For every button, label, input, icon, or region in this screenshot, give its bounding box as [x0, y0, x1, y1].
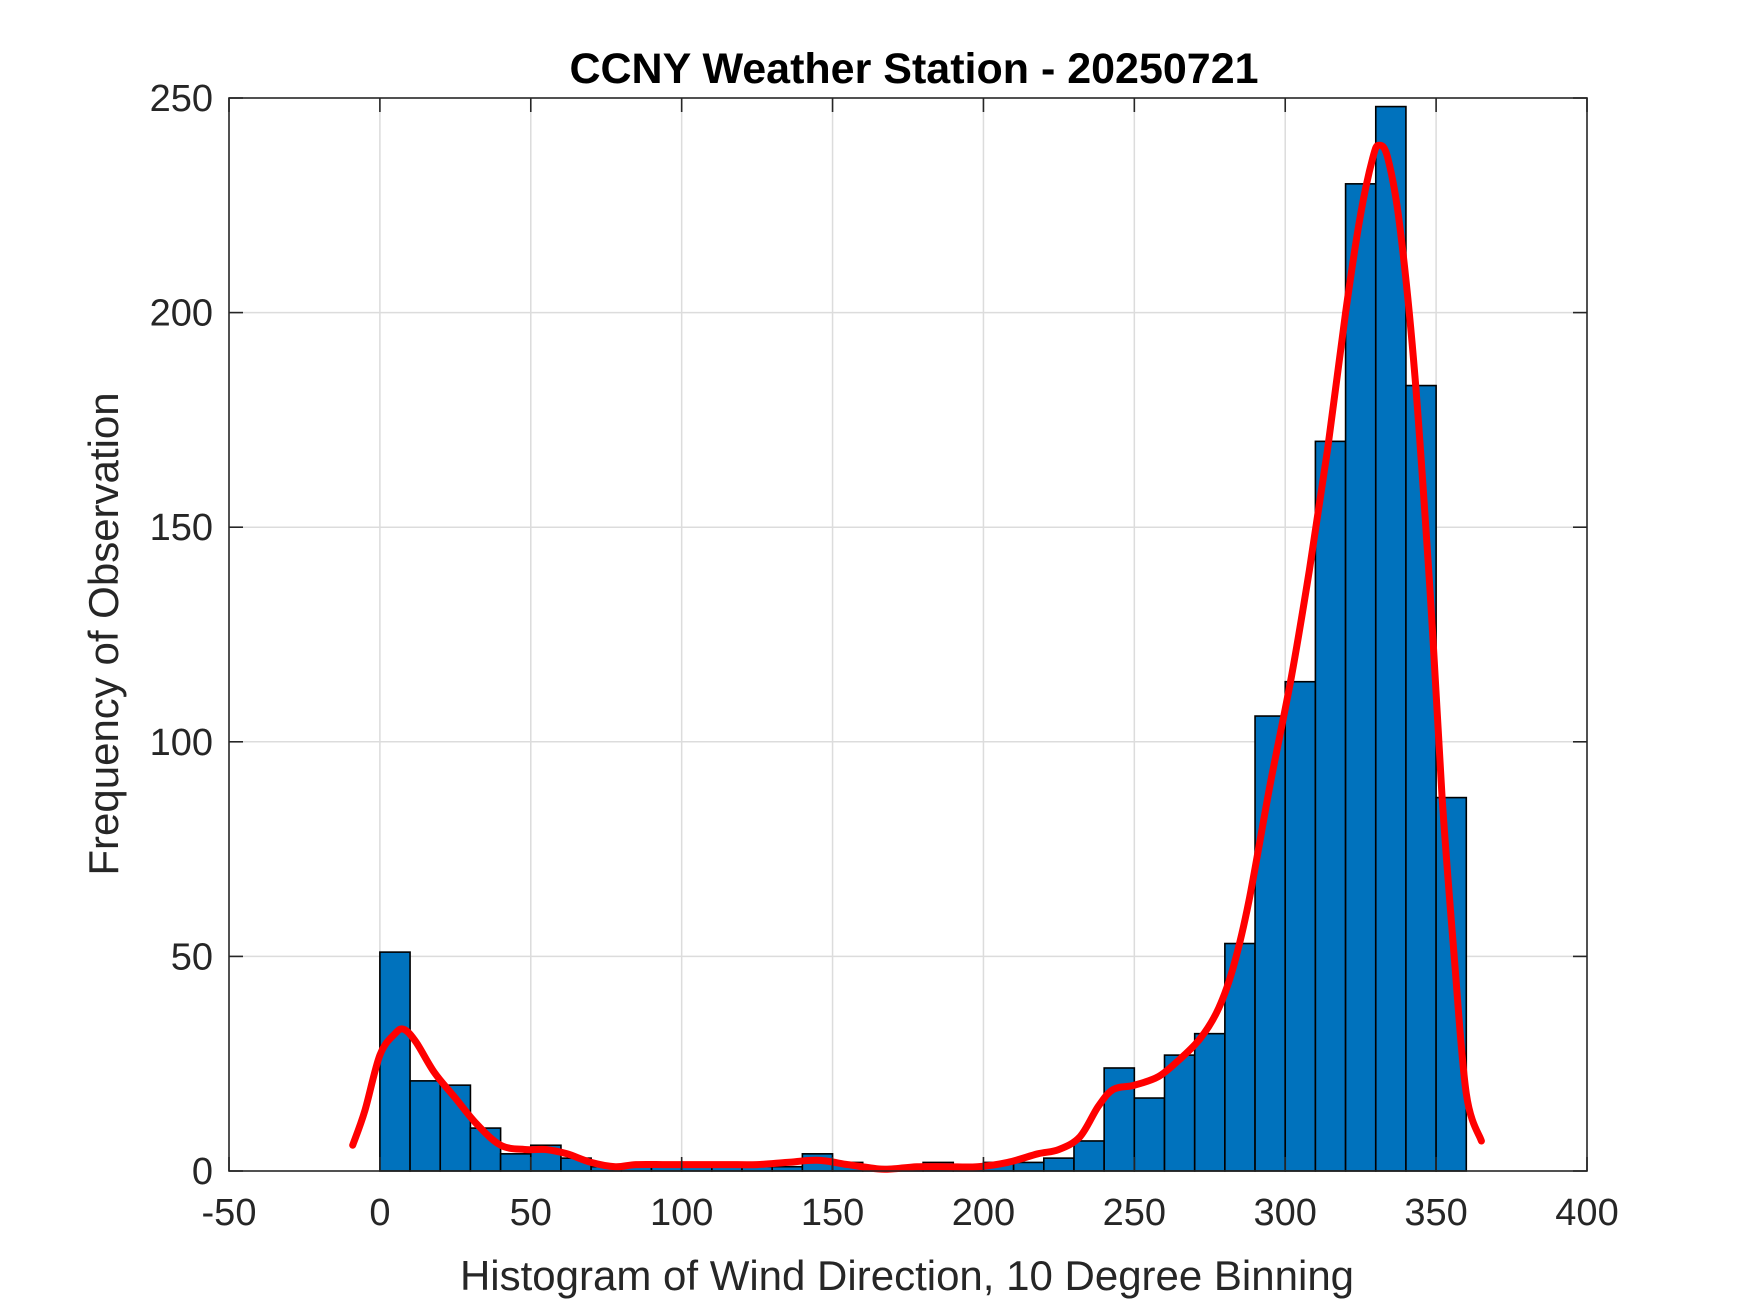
histogram-bar [379, 951, 411, 1172]
y-tick-label: 150 [150, 507, 213, 549]
x-tick-label: 350 [1404, 1192, 1467, 1234]
x-tick-labels: -50 0 50 100 150 200 250 300 350 400 [202, 1192, 1619, 1234]
histogram-bar [1314, 440, 1347, 1172]
histogram-bars [379, 105, 1468, 1172]
histogram-bar [1073, 1140, 1105, 1172]
y-tick-label: 200 [150, 293, 213, 335]
y-tick-label: 100 [150, 722, 213, 764]
x-tick-label: 50 [510, 1192, 552, 1234]
x-tick-label: 0 [369, 1192, 390, 1234]
y-tick-label: 50 [171, 936, 213, 978]
x-tick-label: 250 [1103, 1192, 1166, 1234]
y-tick-labels: 0 50 100 150 200 250 [150, 78, 213, 1193]
histogram-bar [1435, 796, 1468, 1172]
x-tick-label: 300 [1254, 1192, 1317, 1234]
histogram-bar [1193, 1032, 1226, 1172]
histogram-bar [1284, 680, 1317, 1172]
histogram-bar [1163, 1054, 1196, 1172]
histogram-bar [1043, 1157, 1075, 1172]
chart-title: CCNY Weather Station - 20250721 [569, 45, 1258, 93]
y-tick-label: 250 [150, 78, 213, 120]
fit-curve-layer [349, 141, 1485, 1173]
x-tick-label: 150 [801, 1192, 864, 1234]
histogram-bar [499, 1153, 532, 1172]
y-tick-label: 0 [192, 1151, 213, 1193]
axis-ticks [228, 97, 1588, 1172]
plot-frame [228, 97, 1588, 1172]
histogram-bar [1405, 384, 1437, 1172]
x-tick-label: -50 [202, 1192, 257, 1234]
histogram-bar [1344, 183, 1377, 1172]
fit-curve [349, 141, 1485, 1173]
x-tick-label: 200 [952, 1192, 1015, 1234]
y-axis-label: Frequency of Observation [80, 392, 127, 875]
x-tick-label: 400 [1555, 1192, 1618, 1234]
x-tick-label: 100 [650, 1192, 713, 1234]
histogram-bar [409, 1080, 442, 1172]
histogram-bar [1012, 1161, 1045, 1172]
histogram-bar [1374, 105, 1407, 1172]
histogram-bar [1133, 1097, 1166, 1172]
x-axis-label: Histogram of Wind Direction, 10 Degree B… [460, 1252, 1354, 1299]
